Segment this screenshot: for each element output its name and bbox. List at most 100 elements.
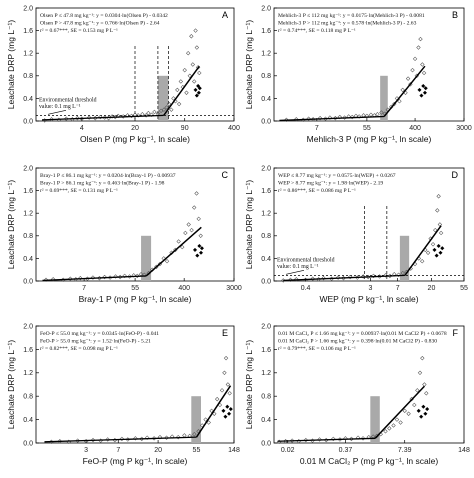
data-point [158, 108, 164, 114]
data-point [400, 87, 405, 93]
data-point [317, 115, 323, 121]
data-point [115, 113, 121, 119]
data-point [75, 438, 80, 443]
data-point [288, 277, 293, 283]
x-tick-label: 55 [460, 285, 468, 292]
data-point [189, 227, 194, 233]
data-point [119, 436, 125, 442]
data-point [178, 79, 184, 84]
data-point-filled [196, 83, 201, 89]
data-point [398, 420, 403, 425]
equation-annotation: Olsen P > 47.8 mg kg⁻¹: y = 0.766·ln(Ols… [40, 20, 160, 27]
equation-annotation: 0.01 M CaCl₂ P > 1.66 mg kg⁻¹: y = 0.398… [278, 338, 437, 345]
data-point [135, 273, 140, 279]
data-point [187, 73, 192, 78]
data-point [422, 382, 427, 387]
equation-annotation: Olsen P ≤ 47.8 mg kg⁻¹: y = 0.0304·ln(Ol… [40, 12, 168, 19]
equation-annotation: WEP > 8.77 mg kg⁻¹: y = 1.98·ln(WEP) - 2… [278, 180, 383, 187]
data-point [113, 114, 118, 120]
data-point [347, 274, 353, 280]
data-point [164, 259, 170, 264]
data-point [169, 107, 174, 112]
y-tick-label: 1.6 [261, 28, 271, 35]
data-point [349, 436, 354, 442]
data-point [206, 420, 211, 425]
data-point [418, 36, 423, 42]
data-point [368, 112, 374, 117]
y-tick-label: 0.8 [23, 233, 33, 240]
data-point [436, 194, 441, 199]
data-point [203, 417, 208, 422]
data-point [375, 112, 380, 117]
x-axis-label: Mehlich-3 P (mg P kg⁻¹, ln scale) [307, 134, 432, 144]
changepoint-ci-bar [399, 235, 410, 281]
plot-frame [35, 325, 235, 444]
data-point [327, 115, 333, 120]
data-point-filled [422, 90, 427, 95]
data-point [171, 96, 176, 101]
equation-annotation: WEP ≤ 8.77 mg kg⁻¹: y = 0.0575·ln(WEP) +… [278, 172, 396, 179]
data-point [198, 233, 203, 238]
data-point [185, 51, 191, 56]
data-point-filled [221, 408, 226, 413]
chart-panel-e: 0.0 0.4 0.8 1.2 1.6 2.0 3 7 20 55 148 FeO-P (mg P k… [6, 323, 240, 466]
data-point-filled [192, 247, 198, 253]
fit-line-high [145, 226, 202, 277]
y-tick-label: 0.8 [261, 73, 271, 80]
data-point [86, 115, 92, 120]
data-point-filled [423, 411, 428, 416]
x-tick-label: 3000 [226, 285, 242, 292]
data-point [146, 110, 151, 116]
data-point-filled [226, 411, 232, 416]
data-point-filled [434, 253, 439, 258]
y-axis-label: Leachate DRP (mg L⁻¹) [6, 340, 16, 430]
data-point [164, 105, 169, 110]
changepoint-ci-bar [157, 75, 169, 121]
y-tick-label: 0.4 [23, 256, 33, 263]
chart-panel-d: 0.0 0.4 0.8 1.2 1.6 2.0 0.4 3 7 20 55 WEP (mg P kg⁻… [244, 165, 468, 304]
data-point [356, 114, 362, 119]
data-point [438, 230, 444, 236]
x-tick-label: 3 [368, 285, 372, 292]
data-point [219, 388, 225, 393]
data-point [383, 429, 388, 434]
data-point [166, 101, 172, 107]
data-point [194, 45, 200, 50]
data-point [151, 436, 157, 441]
data-point [209, 408, 214, 414]
y-axis-label: Leachate DRP (mg L⁻¹) [244, 180, 254, 270]
data-point [433, 227, 438, 233]
data-point [144, 435, 150, 440]
data-point [294, 277, 299, 282]
data-point [394, 417, 400, 422]
data-point [193, 28, 198, 33]
equation-annotation: r² = 0.69***, SE = 0.131 mg P L⁻¹ [40, 188, 118, 194]
data-point [127, 274, 132, 279]
data-point [310, 276, 315, 281]
data-point-filled [423, 86, 428, 91]
data-point [90, 275, 96, 280]
plot-frame [273, 325, 465, 444]
equation-annotation: Bray-1 P > 86.1 mg kg⁻¹: y = 0.463·ln(Br… [40, 180, 165, 187]
x-axis-label: WEP (mg P kg⁻¹, ln scale) [319, 294, 418, 304]
data-point [176, 434, 181, 440]
data-point [349, 114, 355, 120]
y-tick-label: 0.4 [23, 417, 33, 424]
data-point-filled [438, 250, 443, 255]
chart-panel-b: 0.0 0.4 0.8 1.2 1.6 2.0 7 55 400 3000 Mehlich-3 P … [244, 5, 472, 144]
y-tick-label: 2.0 [23, 5, 33, 12]
data-point-filled [421, 83, 426, 89]
equation-annotation: Bray-1 P ≤ 86.1 mg kg⁻¹: y = 0.0204·ln(B… [40, 172, 176, 179]
threshold-label: value: 0.1 mg L⁻¹ [39, 104, 81, 110]
data-point [180, 244, 185, 250]
data-point [192, 205, 197, 210]
data-point [98, 114, 103, 120]
data-point [189, 34, 194, 39]
y-axis-label: Leachate DRP (mg L⁻¹) [244, 20, 254, 110]
y-tick-label: 0.4 [23, 96, 33, 103]
equation-annotation: FeO-P ≤ 55.0 mg kg⁻¹: y = 0.0345·ln(FeO-… [40, 330, 159, 337]
y-tick-label: 1.2 [23, 211, 33, 218]
y-tick-label: 2.0 [261, 165, 271, 172]
threshold-arrow [47, 110, 67, 115]
chart-panel-f: 0.0 0.4 0.8 1.2 1.6 2.0 0.02 0.37 7.39 148 0.01 M … [244, 323, 470, 466]
